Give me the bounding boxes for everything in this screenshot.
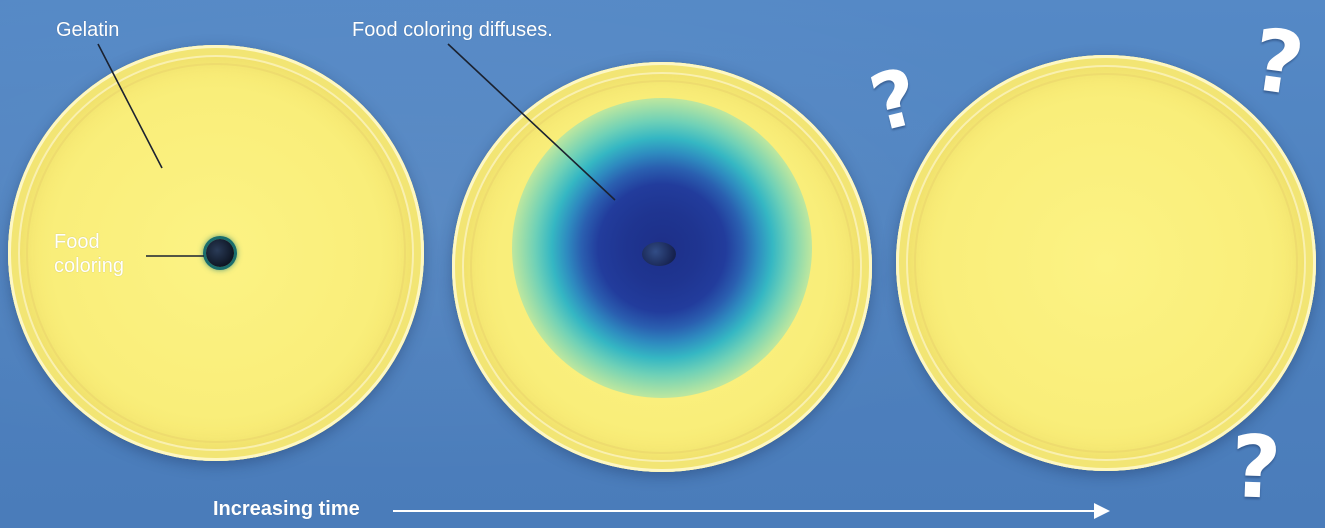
question-mark: ? [1246, 10, 1310, 116]
dish-rim [26, 63, 406, 443]
food-coloring-label: Food coloring [54, 231, 125, 277]
gelatin-label: Gelatin [56, 19, 120, 41]
question-mark: ? [861, 51, 928, 151]
question-mark: ? [1229, 417, 1283, 519]
dish-rim [914, 73, 1298, 453]
petri-dish-unknown [896, 55, 1316, 471]
petri-dish-diffusing [452, 62, 872, 472]
food-coloring-drop [206, 239, 234, 267]
food-coloring-drop [642, 242, 676, 266]
diffuses-label: Food coloring diffuses. [352, 19, 553, 41]
petri-dish-start [8, 45, 424, 461]
dish-rim [470, 80, 854, 454]
time-arrow-head [1094, 503, 1110, 519]
increasing-time-label: Increasing time [213, 498, 360, 520]
